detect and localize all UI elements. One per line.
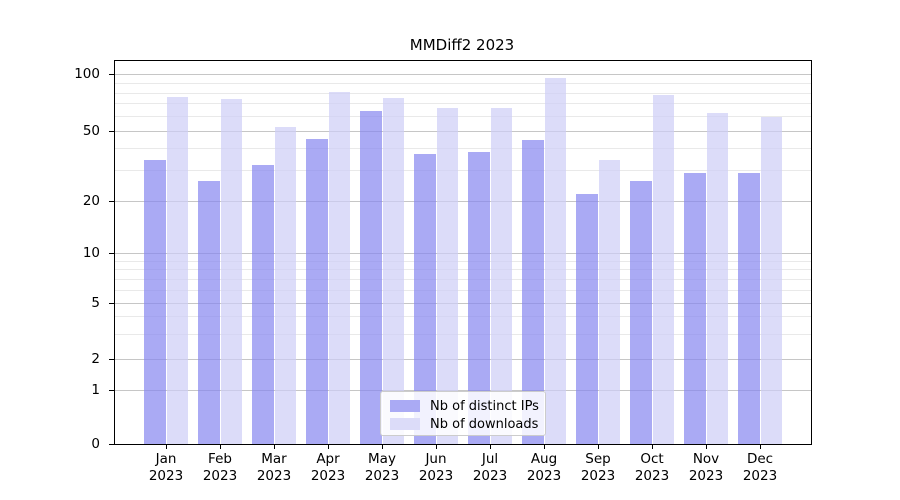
x-tick-label-jan: Jan 2023 bbox=[148, 451, 184, 484]
minor-gridline-60 bbox=[115, 116, 811, 117]
minor-gridline-4 bbox=[115, 316, 811, 317]
bar-downloads-feb bbox=[220, 98, 242, 444]
major-gridline-100 bbox=[115, 74, 811, 75]
minor-gridline-80 bbox=[115, 93, 811, 94]
y-tick-label-1: 1 bbox=[91, 382, 100, 398]
x-tick-label-mar: Mar 2023 bbox=[256, 451, 292, 484]
y-tick-label-20: 20 bbox=[82, 193, 100, 209]
bar-downloads-mar bbox=[274, 127, 296, 444]
bar-distinct-ips-nov bbox=[684, 172, 706, 444]
bar-downloads-aug bbox=[544, 77, 566, 444]
x-tick-label-feb: Feb 2023 bbox=[202, 451, 238, 484]
bar-distinct-ips-jul bbox=[468, 151, 490, 444]
major-gridline-2 bbox=[115, 359, 811, 360]
minor-gridline-6 bbox=[115, 290, 811, 291]
y-tick-label-2: 2 bbox=[91, 351, 100, 367]
bar-distinct-ips-aug bbox=[522, 140, 544, 444]
minor-gridline-70 bbox=[115, 103, 811, 104]
bar-distinct-ips-oct bbox=[630, 181, 652, 444]
x-tick-may bbox=[382, 444, 383, 449]
legend-row: Nb of downloads bbox=[390, 416, 539, 432]
chart-title: MMDiff2 2023 bbox=[409, 36, 515, 54]
x-tick-jul bbox=[490, 444, 491, 449]
minor-gridline-40 bbox=[115, 148, 811, 149]
bar-distinct-ips-apr bbox=[306, 138, 328, 444]
y-tick-label-50: 50 bbox=[82, 123, 100, 139]
x-tick-oct bbox=[652, 444, 653, 449]
x-tick-label-sep: Sep 2023 bbox=[580, 451, 616, 484]
legend: Nb of distinct IPs Nb of downloads bbox=[380, 391, 546, 436]
bar-downloads-jan bbox=[166, 96, 188, 444]
x-tick-label-oct: Oct 2023 bbox=[634, 451, 670, 484]
legend-swatch-distinct-ips bbox=[390, 400, 420, 412]
minor-gridline-90 bbox=[115, 83, 811, 84]
bar-downloads-nov bbox=[706, 113, 728, 444]
bar-distinct-ips-jun bbox=[414, 153, 436, 444]
minor-gridline-9 bbox=[115, 261, 811, 262]
bar-distinct-ips-jan bbox=[144, 160, 166, 444]
bar-distinct-ips-feb bbox=[198, 181, 220, 444]
bar-downloads-sep bbox=[598, 160, 620, 444]
x-tick-aug bbox=[544, 444, 545, 449]
plot-area bbox=[114, 60, 812, 445]
x-tick-sep bbox=[598, 444, 599, 449]
major-gridline-10 bbox=[115, 253, 811, 254]
legend-row: Nb of distinct IPs bbox=[390, 398, 539, 414]
y-tick-5 bbox=[109, 303, 114, 304]
x-tick-mar bbox=[274, 444, 275, 449]
x-tick-label-aug: Aug 2023 bbox=[526, 451, 562, 484]
legend-swatch-downloads bbox=[390, 418, 420, 430]
minor-gridline-7 bbox=[115, 279, 811, 280]
bar-downloads-may bbox=[382, 97, 404, 444]
y-tick-100 bbox=[109, 74, 114, 75]
y-tick-20 bbox=[109, 201, 114, 202]
x-tick-label-jun: Jun 2023 bbox=[418, 451, 454, 484]
bar-downloads-apr bbox=[328, 91, 350, 444]
y-tick-0 bbox=[109, 444, 114, 445]
major-gridline-20 bbox=[115, 201, 811, 202]
major-gridline-1 bbox=[115, 390, 811, 391]
x-tick-label-may: May 2023 bbox=[364, 451, 400, 484]
minor-gridline-3 bbox=[115, 334, 811, 335]
bar-distinct-ips-may bbox=[360, 110, 382, 444]
x-tick-apr bbox=[328, 444, 329, 449]
x-tick-label-dec: Dec 2023 bbox=[742, 451, 778, 484]
x-tick-feb bbox=[220, 444, 221, 449]
bar-distinct-ips-dec bbox=[738, 172, 760, 444]
y-tick-label-100: 100 bbox=[74, 66, 100, 82]
x-tick-label-apr: Apr 2023 bbox=[310, 451, 346, 484]
bar-downloads-oct bbox=[652, 94, 674, 444]
y-tick-10 bbox=[109, 253, 114, 254]
bar-distinct-ips-mar bbox=[252, 165, 274, 444]
legend-label-distinct-ips: Nb of distinct IPs bbox=[430, 398, 539, 414]
x-tick-jun bbox=[436, 444, 437, 449]
major-gridline-50 bbox=[115, 131, 811, 132]
y-tick-label-5: 5 bbox=[91, 295, 100, 311]
legend-label-downloads: Nb of downloads bbox=[430, 416, 539, 432]
major-gridline-5 bbox=[115, 303, 811, 304]
bar-downloads-jun bbox=[436, 108, 458, 444]
bar-distinct-ips-sep bbox=[576, 194, 598, 444]
x-tick-dec bbox=[760, 444, 761, 449]
x-tick-label-nov: Nov 2023 bbox=[688, 451, 724, 484]
x-tick-nov bbox=[706, 444, 707, 449]
y-tick-1 bbox=[109, 390, 114, 391]
y-tick-label-0: 0 bbox=[91, 436, 100, 452]
x-tick-jan bbox=[166, 444, 167, 449]
y-tick-50 bbox=[109, 131, 114, 132]
bar-downloads-dec bbox=[760, 117, 782, 444]
y-tick-2 bbox=[109, 359, 114, 360]
minor-gridline-30 bbox=[115, 170, 811, 171]
y-tick-label-10: 10 bbox=[82, 245, 100, 261]
x-tick-label-jul: Jul 2023 bbox=[472, 451, 508, 484]
bar-downloads-jul bbox=[490, 108, 512, 444]
minor-gridline-8 bbox=[115, 269, 811, 270]
